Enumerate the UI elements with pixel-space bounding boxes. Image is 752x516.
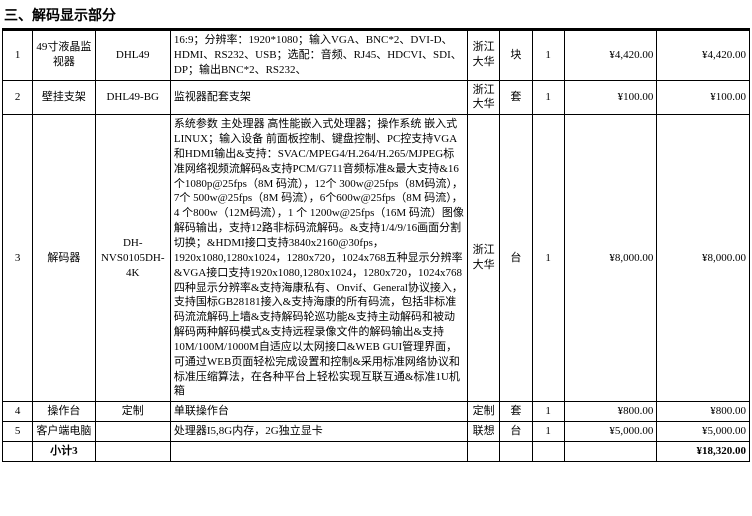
cell-empty <box>532 441 564 461</box>
table-row: 2 壁挂支架 DHL49-BG 监视器配套支架 浙江大华 套 1 ¥100.00… <box>3 80 750 115</box>
cell-model: 定制 <box>95 402 170 422</box>
cell-total: ¥8,000.00 <box>657 115 750 402</box>
cell-idx: 2 <box>3 80 33 115</box>
cell-spec: 16:9；分辨率：1920*1080；输入VGA、BNC*2、DVI-D、HDM… <box>170 31 467 81</box>
items-table: 1 49寸液晶监视器 DHL49 16:9；分辨率：1920*1080；输入VG… <box>2 30 750 462</box>
cell-total: ¥4,420.00 <box>657 31 750 81</box>
cell-unit: 套 <box>500 402 532 422</box>
cell-brand: 定制 <box>467 402 499 422</box>
cell-empty <box>3 441 33 461</box>
cell-unit: 台 <box>500 115 532 402</box>
cell-name: 解码器 <box>33 115 95 402</box>
cell-empty <box>467 441 499 461</box>
cell-price: ¥8,000.00 <box>564 115 657 402</box>
cell-spec: 监视器配套支架 <box>170 80 467 115</box>
cell-empty <box>564 441 657 461</box>
cell-name: 操作台 <box>33 402 95 422</box>
table-row: 5 客户端电脑 处理器I5,8G内存，2G独立显卡 联想 台 1 ¥5,000.… <box>3 422 750 442</box>
cell-model: DHL49-BG <box>95 80 170 115</box>
cell-qty: 1 <box>532 402 564 422</box>
table-row: 4 操作台 定制 单联操作台 定制 套 1 ¥800.00 ¥800.00 <box>3 402 750 422</box>
cell-price: ¥800.00 <box>564 402 657 422</box>
cell-name: 壁挂支架 <box>33 80 95 115</box>
cell-unit: 套 <box>500 80 532 115</box>
table-row: 1 49寸液晶监视器 DHL49 16:9；分辨率：1920*1080；输入VG… <box>3 31 750 81</box>
cell-brand: 浙江大华 <box>467 115 499 402</box>
subtotal-row: 小计3 ¥18,320.00 <box>3 441 750 461</box>
cell-model: DH-NVS0105DH-4K <box>95 115 170 402</box>
cell-brand: 浙江大华 <box>467 31 499 81</box>
cell-name: 49寸液晶监视器 <box>33 31 95 81</box>
cell-idx: 5 <box>3 422 33 442</box>
cell-idx: 4 <box>3 402 33 422</box>
cell-unit: 块 <box>500 31 532 81</box>
cell-model: DHL49 <box>95 31 170 81</box>
cell-qty: 1 <box>532 80 564 115</box>
cell-spec: 单联操作台 <box>170 402 467 422</box>
cell-price: ¥5,000.00 <box>564 422 657 442</box>
cell-qty: 1 <box>532 115 564 402</box>
cell-total: ¥100.00 <box>657 80 750 115</box>
cell-empty <box>170 441 467 461</box>
cell-spec: 系统参数 主处理器 高性能嵌入式处理器；操作系统 嵌入式LINUX；输入设备 前… <box>170 115 467 402</box>
section-title: 三、解码显示部分 <box>2 2 750 30</box>
cell-brand: 联想 <box>467 422 499 442</box>
cell-price: ¥4,420.00 <box>564 31 657 81</box>
subtotal-value: ¥18,320.00 <box>657 441 750 461</box>
cell-price: ¥100.00 <box>564 80 657 115</box>
cell-empty <box>95 441 170 461</box>
cell-model <box>95 422 170 442</box>
cell-spec: 处理器I5,8G内存，2G独立显卡 <box>170 422 467 442</box>
cell-idx: 1 <box>3 31 33 81</box>
cell-qty: 1 <box>532 31 564 81</box>
table-row: 3 解码器 DH-NVS0105DH-4K 系统参数 主处理器 高性能嵌入式处理… <box>3 115 750 402</box>
cell-name: 客户端电脑 <box>33 422 95 442</box>
cell-total: ¥5,000.00 <box>657 422 750 442</box>
subtotal-label: 小计3 <box>33 441 95 461</box>
cell-qty: 1 <box>532 422 564 442</box>
cell-idx: 3 <box>3 115 33 402</box>
cell-unit: 台 <box>500 422 532 442</box>
cell-brand: 浙江大华 <box>467 80 499 115</box>
cell-total: ¥800.00 <box>657 402 750 422</box>
cell-empty <box>500 441 532 461</box>
